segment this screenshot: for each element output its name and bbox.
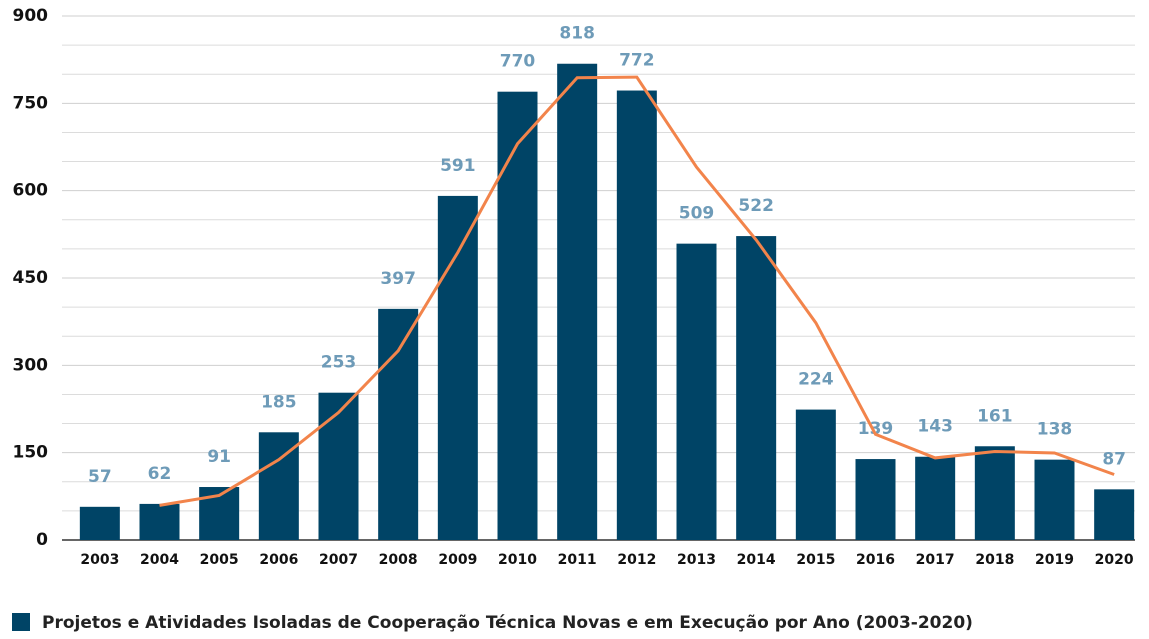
data-label: 770 — [500, 52, 536, 72]
x-tick-label: 2010 — [498, 552, 537, 568]
y-tick-label: 150 — [13, 443, 49, 463]
bar — [795, 409, 836, 540]
legend-swatch — [12, 613, 30, 631]
data-label: 522 — [738, 196, 774, 216]
x-tick-label: 2005 — [200, 552, 239, 568]
data-label: 591 — [440, 156, 476, 176]
y-tick-label: 0 — [36, 530, 48, 550]
x-tick-label: 2007 — [319, 552, 358, 568]
data-label: 224 — [798, 370, 834, 390]
data-label: 161 — [977, 406, 1013, 426]
bar — [79, 506, 120, 540]
y-tick-label: 300 — [13, 355, 49, 375]
bar — [1034, 459, 1075, 540]
x-tick-label: 2006 — [259, 552, 298, 568]
bar — [318, 392, 359, 540]
data-label: 253 — [321, 353, 357, 373]
bar — [497, 91, 538, 540]
data-label: 185 — [261, 392, 297, 412]
bar — [855, 459, 896, 540]
x-tick-label: 2020 — [1095, 552, 1134, 568]
x-tick-label: 2013 — [677, 552, 716, 568]
bar — [437, 195, 478, 540]
legend-label: Projetos e Atividades Isoladas de Cooper… — [42, 613, 973, 633]
bar — [139, 503, 180, 540]
data-label: 87 — [1102, 449, 1126, 469]
bar — [616, 90, 657, 540]
y-tick-label: 450 — [13, 268, 49, 288]
x-tick-label: 2009 — [438, 552, 477, 568]
bar — [974, 446, 1015, 540]
data-label: 143 — [917, 417, 953, 437]
x-tick-label: 2004 — [140, 552, 179, 568]
x-tick-label: 2016 — [856, 552, 895, 568]
data-label: 138 — [1037, 420, 1073, 440]
x-tick-label: 2018 — [975, 552, 1014, 568]
data-label: 818 — [559, 24, 595, 44]
y-tick-label: 750 — [13, 93, 49, 113]
bar — [557, 63, 598, 541]
x-tick-label: 2017 — [916, 552, 955, 568]
data-label: 509 — [679, 204, 715, 224]
y-tick-label: 600 — [13, 181, 49, 201]
data-label: 397 — [380, 269, 416, 289]
bar — [915, 456, 956, 540]
data-label: 139 — [858, 419, 894, 439]
data-label: 57 — [88, 467, 112, 487]
y-tick-label: 900 — [13, 6, 49, 26]
x-tick-label: 2015 — [796, 552, 835, 568]
data-label: 62 — [148, 464, 172, 484]
data-label: 772 — [619, 51, 655, 71]
bar — [736, 236, 777, 540]
x-tick-label: 2011 — [558, 552, 597, 568]
x-tick-label: 2003 — [80, 552, 119, 568]
data-label: 91 — [207, 447, 231, 467]
bar — [676, 243, 717, 540]
x-tick-label: 2014 — [737, 552, 776, 568]
bar — [1094, 489, 1135, 540]
trend-line — [159, 75, 1115, 507]
x-tick-label: 2019 — [1035, 552, 1074, 568]
bar — [378, 308, 419, 540]
x-tick-label: 2008 — [379, 552, 418, 568]
x-tick-label: 2012 — [617, 552, 656, 568]
